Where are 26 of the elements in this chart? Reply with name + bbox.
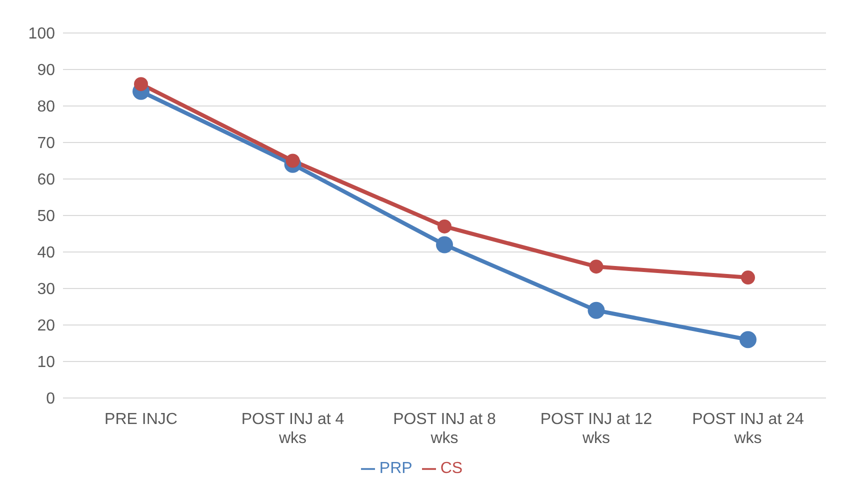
y-tick-label: 10 xyxy=(37,354,56,372)
y-tick-label: 30 xyxy=(37,281,56,298)
y-tick-label: 70 xyxy=(37,135,56,152)
y-tick-label: 100 xyxy=(28,26,56,43)
legend-label: PRP xyxy=(379,460,412,477)
x-tick-label: POST INJ at 12 wks xyxy=(540,411,652,447)
y-tick-label: 40 xyxy=(37,244,56,262)
y-tick-label: 0 xyxy=(46,390,56,408)
y-tick-label: 20 xyxy=(37,318,56,335)
legend-label: CS xyxy=(440,460,463,477)
x-tick-label: PRE INJC xyxy=(104,411,178,428)
y-tick-label: 60 xyxy=(37,172,56,189)
y-tick-label: 90 xyxy=(37,62,56,80)
point xyxy=(589,260,604,274)
point xyxy=(438,219,452,234)
point xyxy=(436,236,453,254)
y-tick-label: 50 xyxy=(37,208,56,226)
point xyxy=(286,154,300,168)
x-tick-label: POST INJ at 8 wks xyxy=(393,411,496,447)
point xyxy=(134,77,148,92)
point xyxy=(740,331,756,348)
y-tick-label: 80 xyxy=(37,98,56,116)
point xyxy=(588,302,605,319)
point xyxy=(741,270,755,285)
x-tick-label: POST INJ at 24 wks xyxy=(692,411,804,447)
x-tick-label: POST INJ at 4 wks xyxy=(241,411,344,447)
